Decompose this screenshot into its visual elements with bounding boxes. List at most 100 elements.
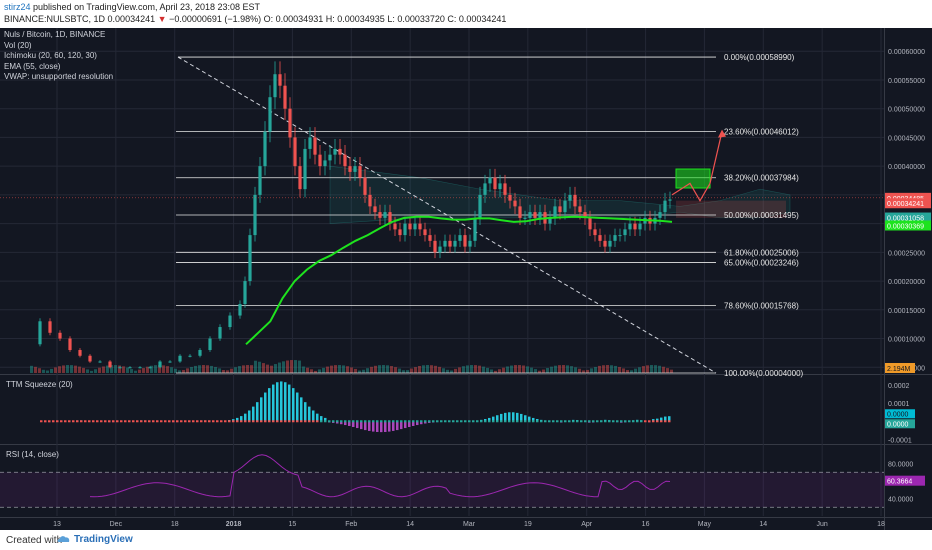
volume-bar [622, 368, 625, 373]
volume-bar [386, 365, 389, 373]
ttm-dot [536, 420, 539, 423]
ttm-dot [560, 420, 563, 423]
legend-ichimoku[interactable]: Ichimoku (20, 60, 120, 30) [4, 51, 97, 60]
volume-bar [494, 370, 497, 373]
ttm-bar [520, 413, 523, 422]
rsi-label[interactable]: RSI (14, close) [6, 450, 59, 459]
volume-bar [250, 365, 253, 373]
ttm-dot [184, 420, 187, 423]
ttm-dot [128, 420, 131, 423]
candle-body [48, 321, 52, 333]
candle-body [528, 212, 532, 218]
volume-bar [590, 368, 593, 373]
ttm-dot [68, 420, 71, 423]
candle-body [353, 166, 357, 172]
volume-bar [546, 368, 549, 373]
candle-body [228, 315, 232, 328]
ttm-dot [472, 420, 475, 423]
author-link[interactable]: stirz24 [4, 2, 31, 12]
ttm-dot [124, 420, 127, 423]
volume-bar [422, 365, 425, 373]
volume-bar [598, 365, 601, 373]
ttm-dot [220, 420, 223, 423]
volume-bar [94, 369, 97, 373]
volume-bar [642, 366, 645, 373]
candle-body [408, 223, 412, 230]
candle-body [423, 229, 427, 236]
candle-body [148, 367, 152, 369]
ttm-dot [56, 420, 59, 423]
candle-body [668, 199, 672, 201]
volume-bar [182, 369, 185, 373]
ttm-tag [885, 419, 915, 429]
ttm-bar [280, 381, 283, 422]
ttm-dot [416, 420, 419, 423]
volume-bar [266, 364, 269, 373]
volume-bar [198, 365, 201, 373]
ttm-label[interactable]: TTM Squeeze (20) [6, 380, 73, 389]
ttm-dot [640, 420, 643, 423]
ttm-bar [244, 413, 247, 422]
ttm-dot [568, 420, 571, 423]
volume-bar [90, 370, 93, 373]
legend-vwap[interactable]: VWAP: unsupported resolution [4, 72, 114, 81]
ttm-bar [408, 421, 411, 427]
ttm-dot [492, 420, 495, 423]
volume-bar [114, 365, 117, 373]
volume-bar [658, 365, 661, 373]
ttm-dot [196, 420, 199, 423]
ttm-dot [544, 420, 547, 423]
volume-bar [602, 365, 605, 373]
chart-canvas[interactable]: 13 Dec 18 2018 15 Feb 14 Mar 19 Apr 16 May 14 Jun 18 0.… [0, 28, 932, 530]
legend-vol[interactable]: Vol (20) [4, 40, 32, 50]
ttm-dot [368, 420, 371, 423]
tradingview-brand[interactable]: TradingView [74, 534, 133, 545]
candle-body [443, 240, 447, 247]
ttm-dot [548, 420, 551, 423]
ttm-dot [468, 420, 471, 423]
ttm-dot [296, 420, 299, 423]
ttm-bar [368, 421, 371, 431]
candle-body [338, 148, 342, 155]
ttm-dot [604, 420, 607, 423]
ttm-dot [188, 420, 191, 423]
symbol: BINANCE:NULSBTC, 1D [4, 14, 106, 24]
ttm-bar [416, 421, 419, 426]
x-tick-label: 13 [53, 521, 61, 528]
candle-body [498, 183, 502, 190]
volume-bar [550, 366, 553, 373]
candle-body [658, 212, 662, 218]
ttm-bar [364, 421, 367, 431]
price-tag [885, 198, 931, 209]
volume-bar [230, 368, 233, 373]
candle-body [593, 229, 597, 236]
ttm-dot [620, 420, 623, 423]
x-tick-label: May [698, 521, 712, 528]
ttm-dot [660, 420, 663, 423]
volume-bar [510, 365, 513, 373]
candle-body [108, 361, 112, 368]
candle-body [188, 355, 192, 357]
volume-bar [482, 366, 485, 373]
ttm-dot [396, 420, 399, 423]
ttm-dot [252, 420, 255, 423]
ttm-bar [656, 418, 659, 422]
volume-bar [62, 365, 65, 373]
candle-body [428, 235, 432, 241]
ttm-bar [516, 412, 519, 422]
legend-ema[interactable]: EMA (55, close) [4, 61, 61, 71]
ttm-bar [236, 417, 239, 422]
ttm-dot [664, 420, 667, 423]
ttm-dot [596, 420, 599, 423]
volume-bar [166, 366, 169, 373]
legend-title: Nuls / Bitcoin, 1D, BINANCE [4, 30, 106, 39]
ttm-dot [328, 420, 331, 423]
fib-level-label: 100.00%(0.00004000) [724, 369, 804, 378]
chart-area[interactable]: 13 Dec 18 2018 15 Feb 14 Mar 19 Apr 16 May 14 Jun 18 0.… [0, 28, 932, 530]
ttm-dot [572, 420, 575, 423]
ttm-y-tick: 0.0001 [888, 401, 910, 408]
volume-bar [406, 370, 409, 373]
ttm-bar [536, 419, 539, 422]
ttm-dot [444, 420, 447, 423]
volume-bar [666, 368, 669, 373]
